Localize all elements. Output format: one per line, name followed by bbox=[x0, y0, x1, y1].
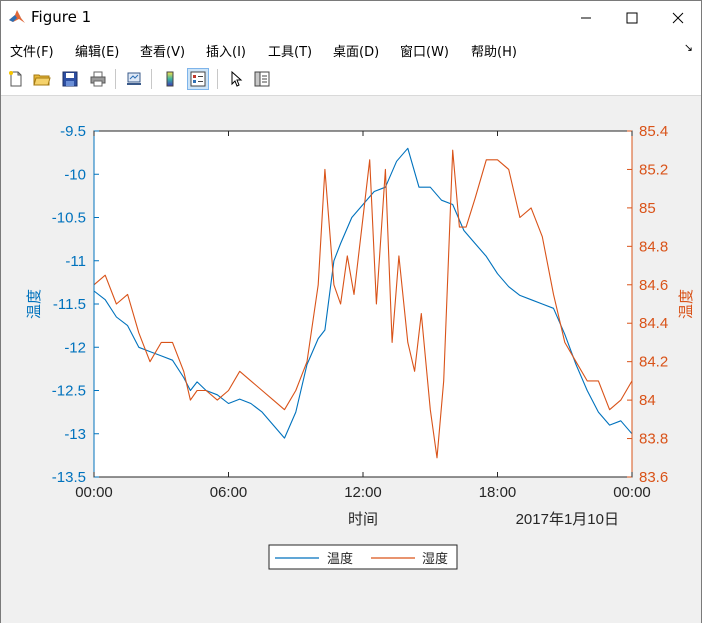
y-tick-label-left: -10 bbox=[64, 166, 86, 183]
close-icon bbox=[672, 12, 684, 24]
y-tick-label-right: 83.8 bbox=[639, 431, 668, 448]
new-figure-button[interactable] bbox=[5, 68, 27, 90]
legend-box bbox=[268, 544, 458, 570]
property-inspector-icon bbox=[254, 71, 270, 87]
print-icon bbox=[90, 71, 106, 87]
menu-help[interactable]: 帮助(H) bbox=[471, 45, 517, 60]
menu-view[interactable]: 查看(V) bbox=[140, 45, 186, 60]
y-tick-label-right: 83.6 bbox=[639, 469, 668, 486]
minimize-button[interactable] bbox=[563, 1, 609, 35]
open-file-button[interactable] bbox=[31, 68, 53, 90]
print-button[interactable] bbox=[87, 68, 109, 90]
menu-file[interactable]: 文件(F) bbox=[10, 45, 54, 60]
figure-toolbar bbox=[1, 63, 701, 96]
pointer-icon bbox=[231, 70, 243, 87]
x-tick-label: 00:00 bbox=[75, 484, 113, 501]
y-tick-label-right: 85.4 bbox=[639, 123, 668, 140]
y-tick-label-left: -9.5 bbox=[60, 123, 86, 140]
colorbar-icon bbox=[166, 71, 174, 87]
y-tick-label-right: 85 bbox=[639, 200, 656, 217]
menu-desktop[interactable]: 桌面(D) bbox=[333, 45, 380, 60]
menu-insert[interactable]: 插入(I) bbox=[206, 45, 246, 60]
y-tick-label-left: -11.5 bbox=[53, 296, 86, 313]
x-tick-label: 06:00 bbox=[210, 484, 248, 501]
figure-canvas[interactable]: -9.5 -10 -10.5 -11 -11.5 -12 -12.5 -13 -13.5 85.4… bbox=[1, 97, 701, 623]
menu-window[interactable]: 窗口(W) bbox=[400, 45, 449, 60]
open-file-icon bbox=[33, 74, 51, 86]
toolbar-separator bbox=[217, 69, 218, 89]
minimize-icon bbox=[581, 17, 591, 19]
dock-arrow-icon[interactable]: ↘ bbox=[683, 41, 693, 54]
x-tick-label: 00:00 bbox=[613, 484, 651, 501]
y-tick-label-right: 84.8 bbox=[639, 238, 668, 255]
y-tick-label-left: -11 bbox=[65, 253, 86, 270]
y-tick-label-right: 84 bbox=[639, 392, 656, 409]
menu-tools[interactable]: 工具(T) bbox=[268, 45, 313, 60]
y-tick-label-left: -10.5 bbox=[52, 210, 86, 227]
y-tick-label-right: 84.4 bbox=[639, 315, 668, 332]
legend[interactable]: 温度 湿度 bbox=[268, 544, 458, 570]
y-tick-label-right: 84.6 bbox=[639, 277, 668, 294]
link-plot-icon bbox=[127, 72, 141, 85]
maximize-icon bbox=[626, 12, 638, 24]
y-tick-label-left: -13.5 bbox=[52, 469, 86, 486]
legend-icon bbox=[190, 71, 206, 87]
legend-label-temperature: 温度 bbox=[327, 551, 353, 567]
link-plot-button[interactable] bbox=[123, 68, 145, 90]
save-button[interactable] bbox=[59, 68, 81, 90]
y-tick-label-left: -12 bbox=[64, 339, 86, 356]
x-tick-label: 18:00 bbox=[479, 484, 517, 501]
y-tick-label-left: -13 bbox=[64, 426, 86, 443]
legend-label-humidity: 湿度 bbox=[422, 551, 448, 567]
y-tick-label-left: -12.5 bbox=[52, 383, 86, 400]
close-button[interactable] bbox=[655, 1, 701, 35]
colorbar-button[interactable] bbox=[159, 68, 181, 90]
series-line-humidity bbox=[93, 149, 633, 459]
maximize-button[interactable] bbox=[609, 1, 655, 35]
y-tick-label-right: 85.2 bbox=[639, 161, 668, 178]
menu-bar: 文件(F) 编辑(E) 查看(V) 插入(I) 工具(T) 桌面(D) 窗口(W… bbox=[1, 35, 701, 63]
save-icon bbox=[62, 71, 78, 87]
y-axis-label-right: 温度 bbox=[677, 289, 695, 319]
property-inspector-button[interactable] bbox=[251, 68, 273, 90]
window-title: Figure 1 bbox=[31, 8, 92, 26]
title-bar[interactable]: Figure 1 bbox=[1, 1, 701, 35]
chart[interactable]: -9.5 -10 -10.5 -11 -11.5 -12 -12.5 -13 -13.5 85.4… bbox=[1, 97, 701, 623]
toolbar-separator bbox=[115, 69, 116, 89]
x-tick-label: 12:00 bbox=[344, 484, 382, 501]
legend-button[interactable] bbox=[187, 68, 209, 90]
y-axis-label-left: 温度 bbox=[25, 289, 43, 319]
toolbar-separator bbox=[151, 69, 152, 89]
pointer-button[interactable] bbox=[225, 68, 247, 90]
plot-area bbox=[94, 131, 632, 477]
y-tick-label-right: 84.2 bbox=[639, 354, 668, 371]
new-figure-icon bbox=[9, 71, 22, 87]
menu-edit[interactable]: 编辑(E) bbox=[75, 45, 120, 60]
matlab-logo-icon bbox=[9, 10, 25, 23]
x-axis-label: 时间 bbox=[348, 510, 378, 528]
x-axis-date-label: 2017年1月10日 bbox=[516, 511, 619, 528]
